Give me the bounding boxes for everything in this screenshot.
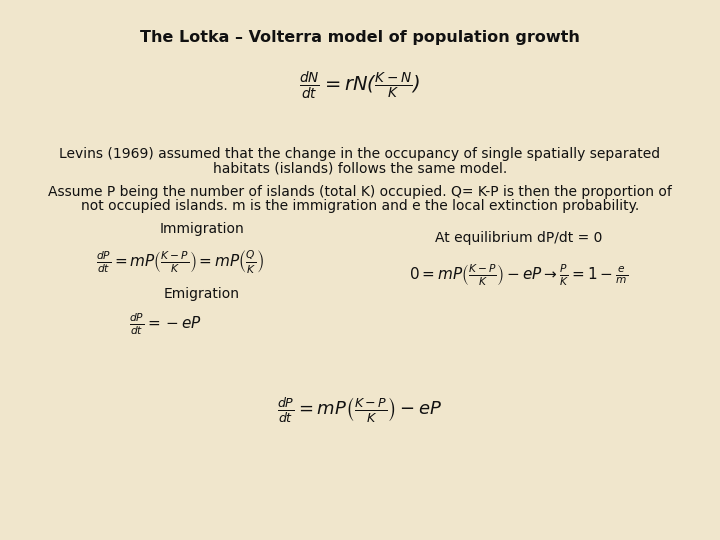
Text: $\frac{dP}{dt} = mP\left(\frac{K - P}{K}\right) = mP\left(\frac{Q}{K}\right)$: $\frac{dP}{dt} = mP\left(\frac{K - P}{K}… <box>96 248 264 275</box>
Text: $\mathdefault{\frac{dN}{dt} = rN(\frac{K - N}{K})}$: $\mathdefault{\frac{dN}{dt} = rN(\frac{K… <box>300 70 420 103</box>
Text: $\frac{dP}{dt} = -eP$: $\frac{dP}{dt} = -eP$ <box>129 311 202 337</box>
Text: At equilibrium dP/dt = 0: At equilibrium dP/dt = 0 <box>435 231 602 245</box>
Text: not occupied islands. m is the immigration and e the local extinction probabilit: not occupied islands. m is the immigrati… <box>81 199 639 213</box>
Text: Immigration: Immigration <box>159 222 244 236</box>
Text: $\frac{dP}{dt} = mP\left(\frac{K - P}{K}\right) - eP$: $\frac{dP}{dt} = mP\left(\frac{K - P}{K}… <box>277 395 443 426</box>
Text: $0 = mP\left(\frac{K - P}{K}\right) - eP \rightarrow \frac{P}{K} = 1 - \frac{e}{: $0 = mP\left(\frac{K - P}{K}\right) - eP… <box>409 262 628 288</box>
Text: Emigration: Emigration <box>163 287 240 301</box>
Text: Assume P being the number of islands (total K) occupied. Q= K-P is then the prop: Assume P being the number of islands (to… <box>48 185 672 199</box>
Text: habitats (islands) follows the same model.: habitats (islands) follows the same mode… <box>213 161 507 176</box>
Text: The Lotka – Volterra model of population growth: The Lotka – Volterra model of population… <box>140 30 580 45</box>
Text: Levins (1969) assumed that the change in the occupancy of single spatially separ: Levins (1969) assumed that the change in… <box>60 147 660 161</box>
